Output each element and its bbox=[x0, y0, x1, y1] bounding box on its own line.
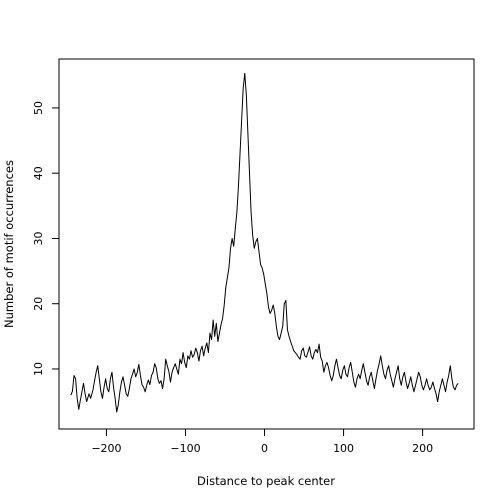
y-tick-label: 10 bbox=[32, 362, 45, 376]
y-axis-title: Number of motif occurrences bbox=[2, 160, 16, 328]
y-tick-label: 50 bbox=[32, 101, 45, 115]
x-axis: −200 −100 0 100 200 bbox=[91, 428, 433, 455]
x-tick-label: 100 bbox=[333, 442, 354, 455]
y-tick-label: 30 bbox=[32, 231, 45, 245]
x-axis-title: Distance to peak center bbox=[197, 474, 335, 488]
y-tick-label: 20 bbox=[32, 297, 45, 311]
y-axis: 10 20 30 40 50 bbox=[32, 101, 60, 376]
x-tick-label: 0 bbox=[261, 442, 268, 455]
x-tick-label: 200 bbox=[412, 442, 433, 455]
y-tick-label: 40 bbox=[32, 166, 45, 180]
x-tick-label: −100 bbox=[170, 442, 200, 455]
x-tick-label: −200 bbox=[91, 442, 121, 455]
series-layer bbox=[70, 72, 459, 413]
series-line-0 bbox=[70, 72, 459, 413]
